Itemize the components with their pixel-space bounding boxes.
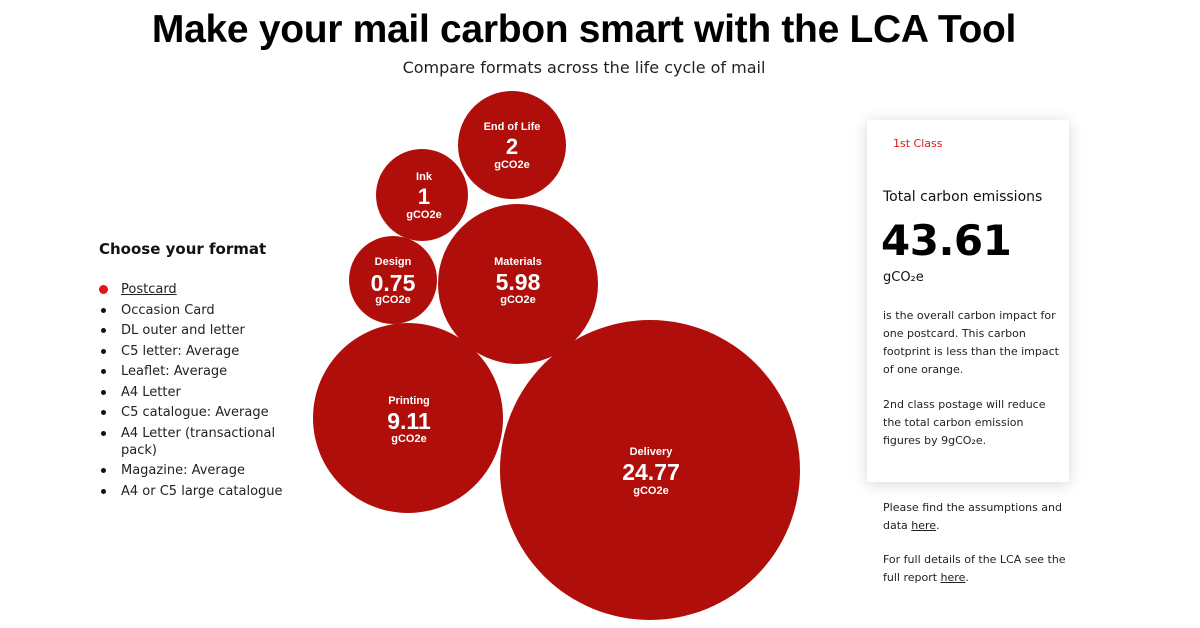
bubble-circle — [349, 236, 437, 324]
bubble-materials[interactable]: Materials 5.98 gCO2e — [438, 204, 598, 364]
format-option-c5-catalogue[interactable]: C5 catalogue: Average — [99, 404, 289, 421]
bullet-icon — [101, 307, 106, 313]
format-option-leaflet[interactable]: Leaflet: Average — [99, 363, 289, 380]
format-option-large-catalogue[interactable]: A4 or C5 large catalogue — [99, 483, 289, 500]
bubble-label: Ink — [416, 171, 433, 183]
bullet-icon — [101, 369, 106, 374]
report-note: For full details of the LCA see the full… — [883, 553, 1066, 584]
bubble-value: 2 — [506, 134, 518, 159]
bubble-label: End of Life — [484, 121, 541, 133]
bullet-icon — [101, 430, 106, 436]
bubble-delivery[interactable]: Delivery 24.77 gCO2e — [500, 320, 800, 620]
assumptions-link[interactable]: here — [911, 519, 937, 532]
page-title: Make your mail carbon smart with the LCA… — [151, 8, 1017, 51]
total-emissions-value: 43.61 — [881, 216, 1012, 265]
bubble-label: Materials — [494, 256, 542, 268]
bullet-icon — [101, 468, 106, 473]
bubble-circle — [458, 91, 566, 199]
bubble-circle — [500, 320, 800, 620]
format-option-postcard[interactable]: Postcard — [99, 281, 289, 298]
assumptions-note: Please find the assumptions and data her… — [883, 501, 1062, 532]
bubble-unit: gCO2e — [406, 209, 441, 221]
bullet-icon — [101, 488, 106, 494]
total-emissions-label: Total carbon emissions — [883, 189, 1043, 205]
bubble-value: 1 — [418, 184, 430, 209]
format-option-occasion-card[interactable]: Occasion Card — [99, 302, 289, 319]
bullet-icon — [101, 389, 106, 395]
bullet-icon — [101, 410, 106, 415]
format-option-a4-letter-transactional[interactable]: A4 Letter (transactional pack) — [99, 425, 289, 459]
bubble-value: 24.77 — [622, 459, 680, 485]
bubble-circle — [438, 204, 598, 364]
format-heading: Choose your format — [99, 240, 267, 258]
format-option-magazine[interactable]: Magazine: Average — [99, 462, 289, 479]
bubble-label: Printing — [388, 395, 430, 407]
impact-description: is the overall carbon impact for one pos… — [883, 309, 1059, 376]
format-option-c5-letter[interactable]: C5 letter: Average — [99, 343, 289, 360]
bubble-circle — [313, 323, 503, 513]
bubble-circle — [376, 149, 468, 241]
bubble-unit: gCO2e — [633, 485, 668, 497]
bubble-label: Delivery — [630, 446, 674, 458]
bubble-ink[interactable]: Ink 1 gCO2e — [376, 149, 468, 241]
bubble-end-of-life[interactable]: End of Life 2 gCO2e — [458, 91, 566, 199]
total-emissions-unit: gCO₂e — [883, 270, 924, 285]
page-subtitle: Compare formats across the life cycle of… — [402, 58, 766, 77]
selected-bullet-icon — [99, 285, 108, 294]
bubble-unit: gCO2e — [494, 159, 529, 171]
bullet-icon — [101, 348, 106, 354]
format-list: Postcard Occasion Card DL outer and lett… — [99, 281, 289, 503]
bubble-unit: gCO2e — [391, 433, 426, 445]
postage-class-label: 1st Class — [893, 137, 943, 150]
bubble-printing[interactable]: Printing 9.11 gCO2e — [313, 323, 503, 513]
bubble-unit: gCO2e — [500, 294, 535, 306]
format-option-a4-letter[interactable]: A4 Letter — [99, 384, 289, 401]
report-link[interactable]: here — [940, 571, 966, 584]
bubble-label: Design — [375, 256, 412, 268]
format-option-dl-outer-letter[interactable]: DL outer and letter — [99, 322, 289, 339]
summary-card: 1st Class Total carbon emissions 43.61 g… — [867, 120, 1069, 482]
second-class-note: 2nd class postage will reduce the total … — [883, 398, 1046, 447]
bubble-design[interactable]: Design 0.75 gCO2e — [349, 236, 437, 324]
bubble-value: 5.98 — [496, 269, 541, 295]
bullet-icon — [101, 328, 106, 333]
bubble-value: 0.75 — [371, 270, 416, 296]
bubble-unit: gCO2e — [375, 294, 410, 306]
bubble-value: 9.11 — [387, 408, 431, 434]
